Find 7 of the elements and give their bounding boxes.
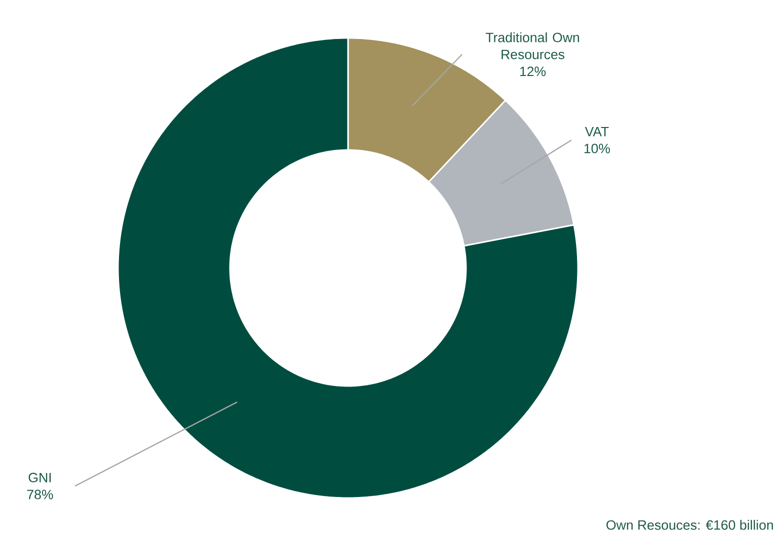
slice-label: GNI — [28, 472, 51, 482]
data-label: 78% — [27, 490, 53, 500]
data-label: 12% — [520, 66, 546, 76]
data-label: 10% — [584, 144, 610, 154]
text: Own Resouces: €160 billion — [606, 520, 773, 530]
slice-label: Traditional Own Resources — [486, 32, 580, 60]
slice-label: VAT — [584, 126, 609, 136]
